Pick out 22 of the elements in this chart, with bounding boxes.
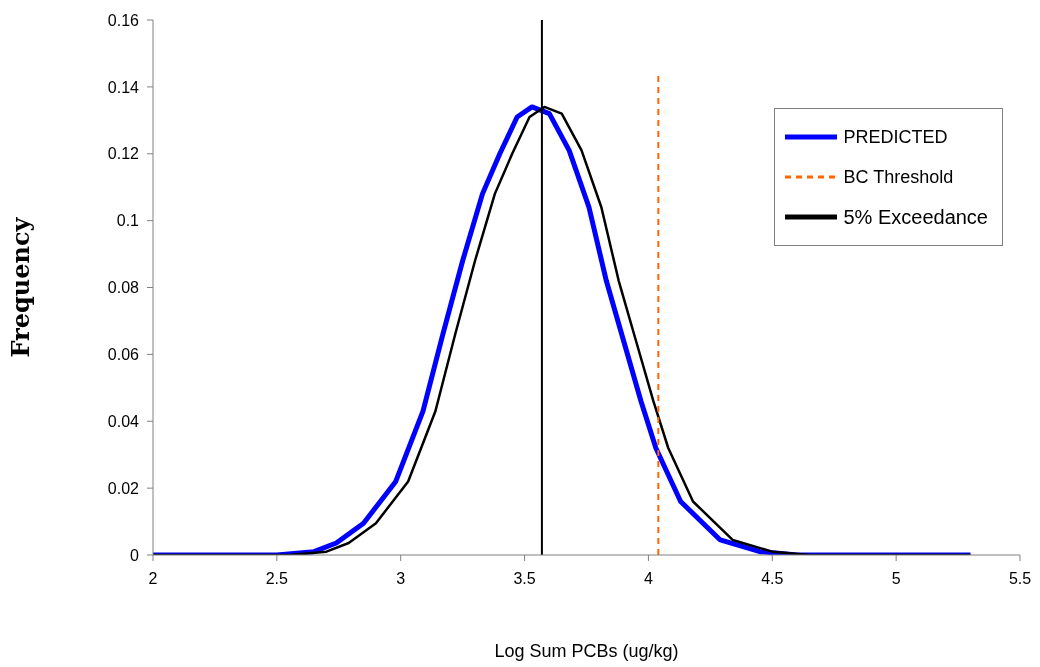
x-tick-label: 3.5 [513, 570, 536, 588]
y-tick-label: 0.12 [107, 145, 140, 163]
legend-label: 5% Exceedance [843, 205, 988, 229]
x-axis-title: Log Sum PCBs (ug/kg) [494, 641, 679, 661]
y-axis-title: Frequency [5, 216, 35, 358]
y-tick-label: 0.1 [116, 212, 140, 230]
y-tick-label: 0.16 [107, 11, 140, 29]
x-tick-label: 2.5 [265, 570, 289, 588]
x-tick-label: 5 [891, 570, 901, 588]
y-tick-label: 0.02 [107, 479, 140, 497]
x-tick-label: 5.5 [1008, 570, 1032, 588]
y-tick-label: 0 [130, 546, 140, 564]
x-tick-label: 3 [396, 570, 406, 588]
y-tick-label: 0.14 [107, 78, 140, 96]
y-tick-label: 0.06 [107, 346, 140, 364]
x-tick-label: 4 [643, 570, 653, 588]
legend-label: BC Threshold [843, 166, 954, 188]
x-tick-label: 2 [148, 570, 158, 588]
y-tick-label: 0.08 [107, 279, 140, 297]
legend-label: PREDICTED [843, 126, 948, 148]
x-tick-label: 4.5 [761, 570, 784, 588]
y-tick-label: 0.04 [107, 412, 140, 430]
